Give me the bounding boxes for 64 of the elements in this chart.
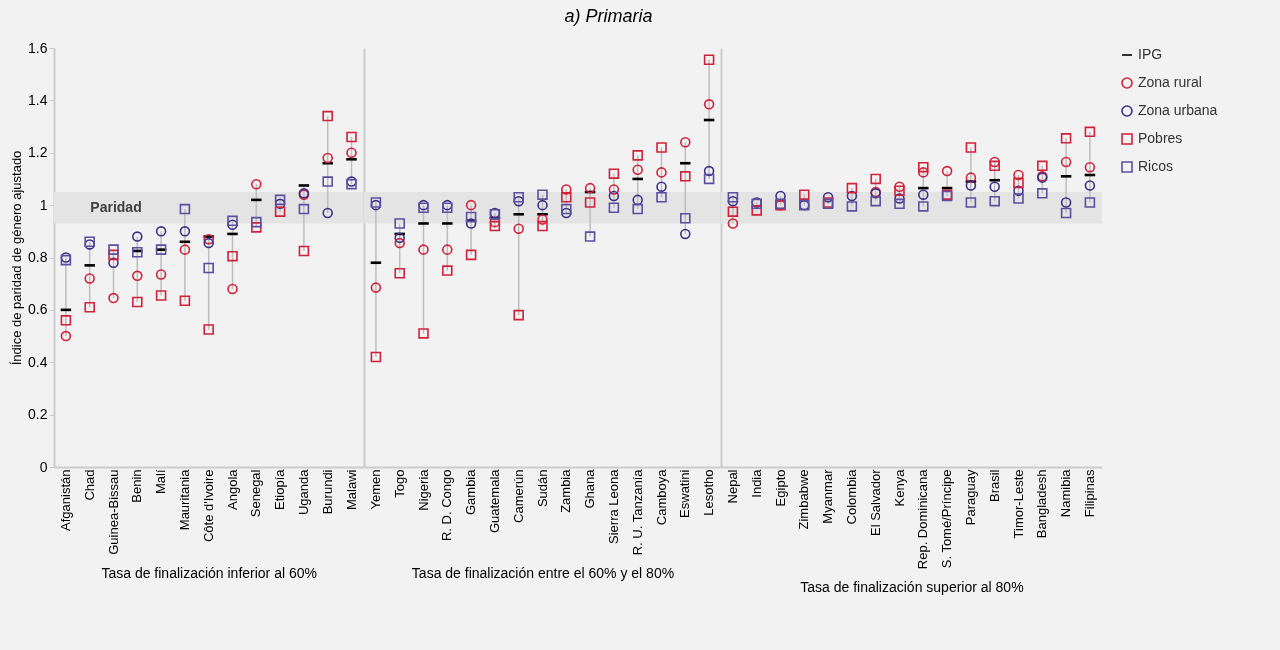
x-tick-label: Rep. Dominicana xyxy=(915,468,931,570)
y-tick-label: 0.6 xyxy=(28,301,48,318)
x-tick-label: Uganda xyxy=(295,468,311,516)
y-tick-label: 0 xyxy=(39,458,48,475)
x-tick-label: Sudán xyxy=(534,469,550,508)
x-tick-label: Malí xyxy=(153,469,169,495)
x-tick-label: S. Tomé/Príncipe xyxy=(939,469,955,569)
x-tick-label: Timor-Leste xyxy=(1010,469,1026,539)
x-tick-label: Yemen xyxy=(367,469,383,510)
x-tick-label: Burundi xyxy=(319,469,335,515)
x-tick-label: Zambia xyxy=(558,468,574,513)
band-label: Paridad xyxy=(90,198,142,215)
x-tick-label: Ghana xyxy=(582,468,598,509)
x-tick-label: R. U. Tanzanía xyxy=(629,468,645,556)
x-tick-label: Nigeria xyxy=(415,468,431,511)
x-tick-label: Zimbabwe xyxy=(796,469,812,530)
y-tick-label: 1.4 xyxy=(28,91,48,108)
x-tick-label: Guinea-Bissau xyxy=(105,469,121,555)
y-tick-label: 1 xyxy=(39,196,48,213)
x-axis-title: Tasa de finalización inferior al 60% xyxy=(101,564,317,581)
x-tick-label: Camerún xyxy=(510,469,526,523)
legend-label: Zona urbana xyxy=(1138,102,1218,118)
x-tick-label: Côte d'Ivoire xyxy=(200,469,216,543)
legend-label: Ricos xyxy=(1138,158,1174,174)
x-tick-label: Egipto xyxy=(772,469,788,507)
legend-label: IPG xyxy=(1138,46,1163,62)
x-tick-label: Bangladesh xyxy=(1034,469,1050,539)
x-tick-label: Gambia xyxy=(463,468,479,516)
x-axis-title: Tasa de finalización entre el 60% y el 80% xyxy=(411,565,675,582)
x-tick-label: Chad xyxy=(81,469,97,501)
x-tick-label: Guatemala xyxy=(486,468,502,534)
x-tick-label: Nepal xyxy=(724,469,740,504)
x-tick-label: Senegal xyxy=(248,469,264,518)
y-tick-label: 0.8 xyxy=(28,249,48,265)
x-tick-label: Afganistán xyxy=(57,469,73,531)
x-tick-label: Myanmar xyxy=(820,468,836,524)
x-tick-label: Filipinas xyxy=(1081,469,1097,518)
x-tick-label: Benin xyxy=(129,469,145,503)
legend-label: Pobres xyxy=(1138,130,1183,146)
legend-label: Zona rural xyxy=(1138,74,1202,90)
x-axis-title: Tasa de finalización superior al 80% xyxy=(800,579,1024,596)
x-tick-label: Angola xyxy=(224,468,240,510)
x-tick-label: India xyxy=(748,468,764,498)
x-tick-label: Togo xyxy=(391,469,407,498)
x-tick-label: El Salvador xyxy=(867,468,883,536)
x-tick-label: Paraguay xyxy=(962,469,978,526)
x-tick-label: Sierra Leona xyxy=(605,468,621,544)
x-tick-label: Eswatini xyxy=(677,469,693,518)
x-tick-label: Camboya xyxy=(653,468,669,526)
x-tick-label: Namibia xyxy=(1058,468,1074,518)
chart-title: a) Primaria xyxy=(564,6,653,26)
y-tick-label: 0.2 xyxy=(28,406,48,423)
y-axis-title: Índice de paridad de género ajustado xyxy=(9,150,25,366)
y-tick-label: 1.6 xyxy=(28,39,48,56)
x-tick-label: Colombia xyxy=(843,468,859,525)
x-tick-label: Etiopía xyxy=(272,468,288,510)
x-tick-label: Mauritania xyxy=(176,468,192,531)
x-tick-label: Brasil xyxy=(986,469,1002,503)
x-tick-label: R. D. Congo xyxy=(439,469,455,542)
x-tick-label: Malawi xyxy=(343,469,359,510)
y-tick-label: 0.4 xyxy=(28,353,48,370)
x-tick-label: Kenya xyxy=(891,468,907,507)
x-tick-label: Lesotho xyxy=(701,469,717,516)
y-tick-label: 1.2 xyxy=(28,144,48,161)
